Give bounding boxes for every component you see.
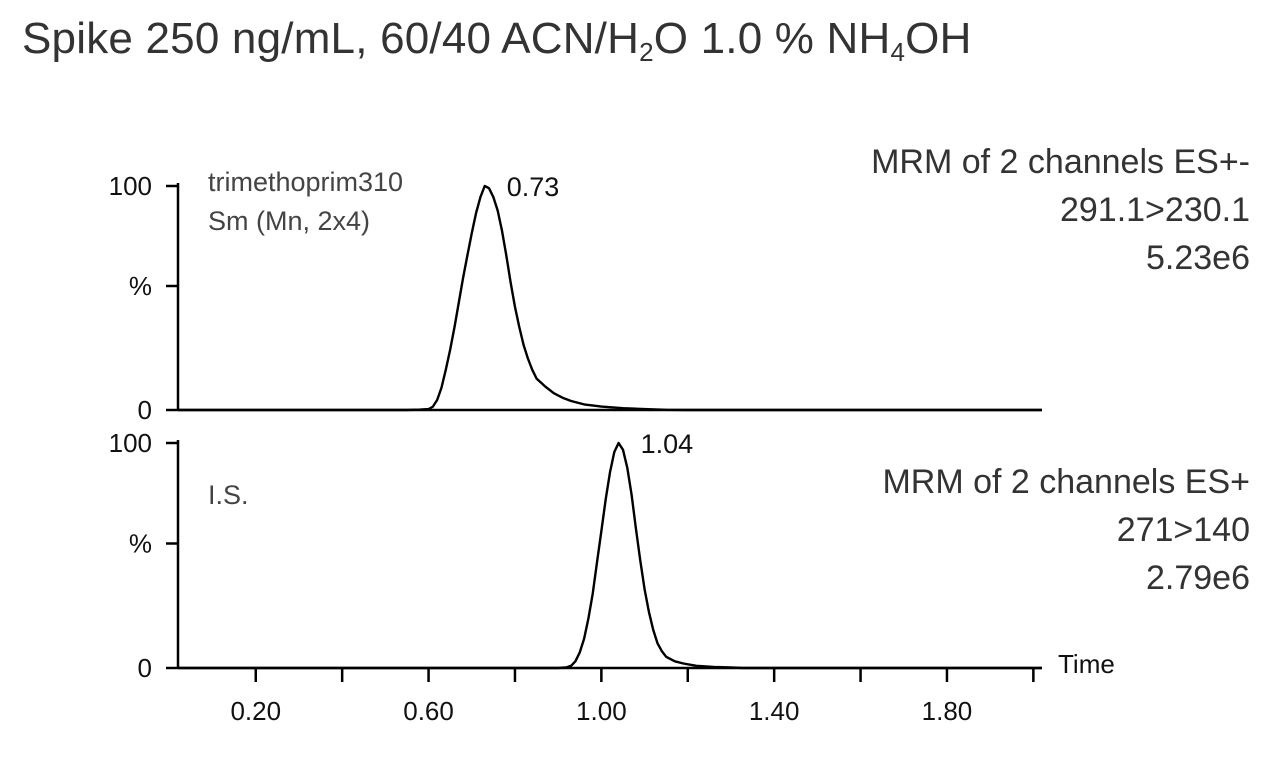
x-axis-title: Time (1058, 649, 1115, 679)
x-tick-label: 1.40 (749, 696, 800, 726)
x-axis: 0.20 0.60 1.00 1.40 1.80 Time (230, 649, 1114, 726)
peak-label: 1.04 (641, 429, 694, 459)
y-tick-label: % (129, 529, 152, 559)
chromatogram-trace (178, 184, 1042, 412)
title-subscript: 4 (890, 37, 906, 67)
y-tick-label: 0 (138, 653, 152, 683)
trace-label-line: I.S. (208, 480, 249, 510)
trace-info-line: MRM of 2 channels ES+- (871, 143, 1250, 181)
y-tick-label: 100 (109, 171, 152, 201)
x-tick-label: 0.60 (403, 696, 454, 726)
chromatogram-trace (178, 441, 1042, 670)
chromatogram-panel-bottom: 100% 0 1.04 I.S. MRM of 2 channels ES+ 271>14… (109, 428, 1250, 683)
trace-info-line: 271>140 (1117, 511, 1250, 549)
title-text-part: O 1.0 % NH (653, 14, 891, 63)
y-tick-label: % (129, 271, 152, 301)
trace-label-line: trimethoprim310 (208, 167, 403, 197)
page-title: Spike 250 ng/mL, 60/40 ACN/H2O 1.0 % NH4… (22, 14, 972, 68)
trace-info-line: 291.1>230.1 (1060, 191, 1250, 229)
chromatogram-panel-top: 100% 0 0.73 trimethoprim310 Sm (Mn, 2x4) MRM … (109, 143, 1250, 425)
title-subscript: 2 (639, 37, 654, 67)
x-tick-label: 1.80 (922, 696, 973, 726)
trace-label-line: Sm (Mn, 2x4) (208, 206, 370, 236)
title-text-part: Spike 250 ng/mL, 60/40 ACN/H (22, 14, 640, 63)
x-tick-label: 1.00 (576, 696, 627, 726)
x-tick-label: 0.20 (230, 696, 281, 726)
trace-info-line: 2.79e6 (1146, 559, 1250, 597)
title-text-part: OH (905, 14, 972, 63)
y-tick-label: 0 (138, 395, 152, 425)
trace-info-line: MRM of 2 channels ES+ (882, 463, 1250, 501)
trace-info-line: 5.23e6 (1146, 239, 1250, 277)
peak-label: 0.73 (507, 172, 560, 202)
y-tick-label: 100 (109, 428, 152, 458)
